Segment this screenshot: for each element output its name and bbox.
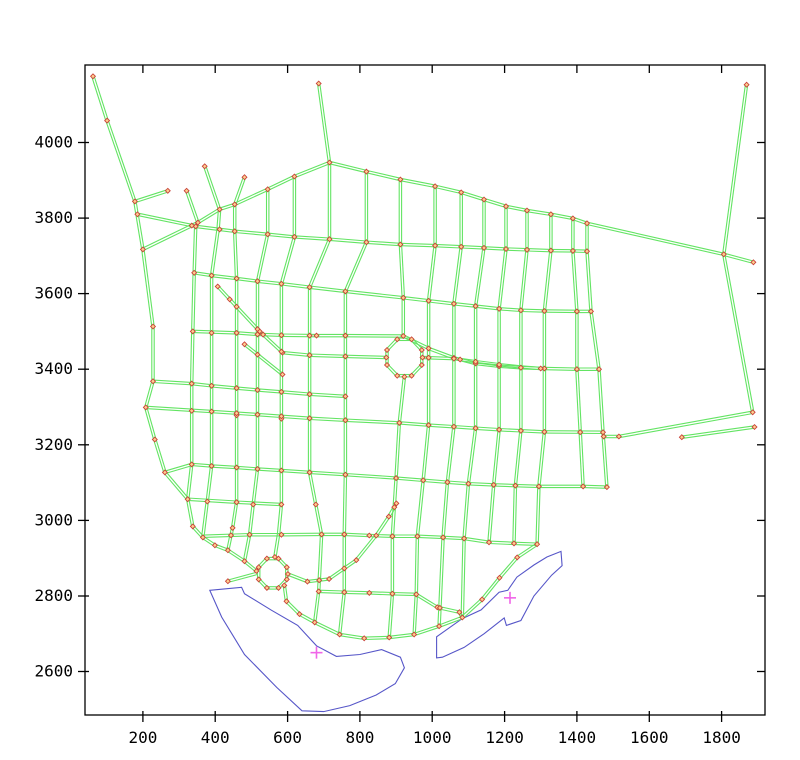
network-nodes-layer	[89, 73, 758, 642]
svg-text:1600: 1600	[630, 728, 669, 747]
svg-text:1000: 1000	[413, 728, 452, 747]
svg-text:1400: 1400	[558, 728, 597, 747]
svg-text:200: 200	[128, 728, 157, 747]
svg-text:3800: 3800	[34, 208, 73, 227]
street-links-layer	[91, 75, 755, 641]
centroid-markers-layer	[310, 591, 516, 659]
svg-text:1200: 1200	[485, 728, 524, 747]
svg-text:3400: 3400	[34, 359, 73, 378]
svg-text:3600: 3600	[34, 284, 73, 303]
svg-text:4000: 4000	[34, 133, 73, 152]
svg-text:800: 800	[345, 728, 374, 747]
svg-text:3200: 3200	[34, 435, 73, 454]
axes-frame	[84, 64, 766, 716]
svg-text:1800: 1800	[702, 728, 741, 747]
svg-text:400: 400	[201, 728, 230, 747]
axis-ticks	[78, 65, 765, 722]
svg-text:2800: 2800	[34, 586, 73, 605]
axis-tick-labels: 200 400 600 800 1000 1200 1400 1600 1800 2600 2800…	[34, 133, 740, 748]
svg-text:3000: 3000	[34, 510, 73, 529]
water-outlines-layer	[208, 550, 563, 713]
svg-text:2600: 2600	[34, 662, 73, 681]
svg-text:600: 600	[273, 728, 302, 747]
